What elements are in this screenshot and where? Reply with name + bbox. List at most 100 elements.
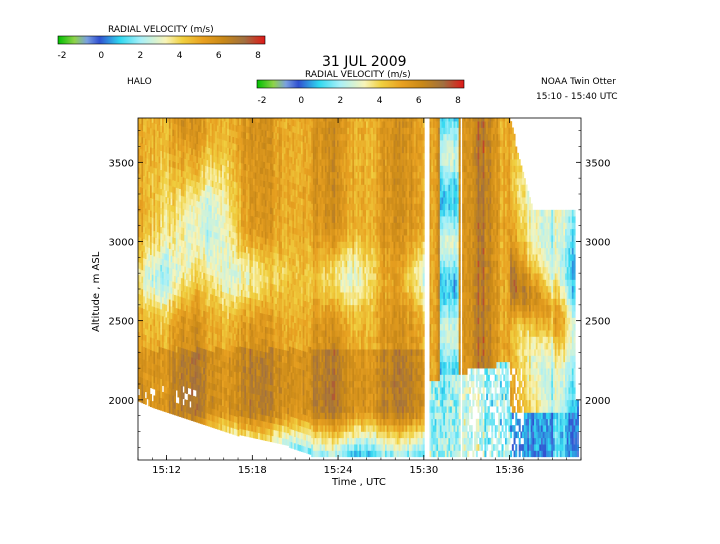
heatmap-cell bbox=[307, 175, 310, 182]
heatmap-cell bbox=[186, 330, 189, 337]
heatmap-cell bbox=[215, 396, 218, 404]
heatmap-cell bbox=[306, 364, 309, 372]
heatmap-cell bbox=[268, 416, 271, 423]
heatmap-cell bbox=[163, 329, 166, 336]
heatmap-cell bbox=[213, 193, 216, 201]
heatmap-cell bbox=[194, 250, 197, 258]
heatmap-cell bbox=[174, 294, 177, 302]
heatmap-cell bbox=[306, 187, 309, 194]
heatmap-cell bbox=[213, 377, 216, 385]
heatmap-cell bbox=[239, 270, 242, 277]
heatmap-cell bbox=[216, 207, 219, 215]
heatmap-cell bbox=[203, 418, 206, 425]
heatmap-cell bbox=[189, 249, 192, 256]
heatmap-cell bbox=[237, 201, 240, 209]
heatmap-cell bbox=[254, 280, 257, 287]
heatmap-cell bbox=[247, 367, 250, 374]
heatmap-cell bbox=[261, 376, 264, 384]
heatmap-cell bbox=[287, 147, 290, 155]
heatmap-cell bbox=[220, 151, 223, 159]
heatmap-cell bbox=[160, 226, 163, 234]
heatmap-cell bbox=[174, 250, 177, 257]
heatmap-cell bbox=[304, 370, 307, 378]
heatmap-cell bbox=[165, 272, 168, 280]
heatmap-cell bbox=[160, 334, 163, 342]
heatmap-cell bbox=[237, 246, 240, 253]
heatmap-cell bbox=[153, 135, 156, 143]
heatmap-cell bbox=[201, 189, 204, 197]
heatmap-cell bbox=[165, 310, 168, 318]
heatmap-cell bbox=[191, 243, 194, 250]
heatmap-cell bbox=[208, 344, 211, 351]
heatmap-cell bbox=[215, 333, 218, 341]
heatmap-cell bbox=[165, 133, 168, 141]
heatmap-cell bbox=[196, 295, 199, 303]
heatmap-cell bbox=[240, 403, 243, 411]
heatmap-cell bbox=[172, 205, 175, 213]
heatmap-cell bbox=[186, 285, 189, 293]
heatmap-cell bbox=[288, 162, 291, 170]
heatmap-cell bbox=[270, 118, 273, 126]
heatmap-cell bbox=[290, 156, 293, 164]
heatmap-cell bbox=[203, 209, 206, 216]
heatmap-cell bbox=[283, 118, 286, 123]
heatmap-cell bbox=[234, 219, 237, 227]
heatmap-cell bbox=[177, 143, 180, 151]
heatmap-cell bbox=[192, 180, 195, 188]
heatmap-cell bbox=[143, 220, 146, 227]
heatmap-cell bbox=[204, 298, 207, 306]
heatmap-cell bbox=[306, 370, 309, 378]
heatmap-cell bbox=[213, 162, 216, 169]
heatmap-cell bbox=[184, 386, 187, 394]
heatmap-cell bbox=[153, 306, 156, 314]
heatmap-cell bbox=[252, 209, 255, 217]
heatmap-cell bbox=[162, 322, 165, 329]
heatmap-cell bbox=[309, 353, 312, 360]
heatmap-cell bbox=[174, 205, 177, 213]
heatmap-cell bbox=[175, 276, 178, 283]
heatmap-cell bbox=[283, 216, 286, 224]
heatmap-cell bbox=[237, 398, 240, 405]
heatmap-cell bbox=[295, 418, 298, 425]
heatmap-cell bbox=[151, 274, 154, 282]
heatmap-cell bbox=[220, 227, 223, 235]
heatmap-cell bbox=[172, 275, 175, 282]
heatmap-cell bbox=[174, 231, 177, 238]
heatmap-cell bbox=[288, 434, 291, 442]
heatmap-cell bbox=[254, 318, 257, 325]
heatmap-cell bbox=[297, 127, 300, 135]
heatmap-cell bbox=[271, 385, 274, 392]
heatmap-cell bbox=[146, 145, 149, 153]
heatmap-cell bbox=[235, 340, 238, 348]
heatmap-cell bbox=[182, 170, 185, 178]
heatmap-cell bbox=[189, 280, 192, 288]
heatmap-cell bbox=[228, 173, 231, 181]
heatmap-cell bbox=[210, 167, 213, 174]
heatmap-cell bbox=[170, 230, 173, 237]
heatmap-cell bbox=[194, 238, 197, 245]
heatmap-cell bbox=[144, 265, 147, 272]
heatmap-cell bbox=[172, 211, 175, 219]
heatmap-cell bbox=[300, 217, 303, 224]
heatmap-cell bbox=[180, 379, 183, 386]
heatmap-cell bbox=[264, 408, 267, 416]
heatmap-cell bbox=[259, 173, 262, 181]
heatmap-cell bbox=[155, 130, 158, 137]
heatmap-cell bbox=[249, 259, 252, 267]
heatmap-cell bbox=[141, 206, 144, 214]
heatmap-cell bbox=[215, 346, 218, 353]
heatmap-cell bbox=[163, 183, 166, 191]
heatmap-cell bbox=[182, 208, 185, 216]
heatmap-cell bbox=[228, 414, 231, 421]
heatmap-cell bbox=[210, 331, 213, 339]
heatmap-cell bbox=[143, 232, 146, 240]
heatmap-cell bbox=[271, 188, 274, 196]
heatmap-cell bbox=[210, 243, 213, 250]
heatmap-cell bbox=[252, 273, 255, 280]
heatmap-cell bbox=[302, 230, 305, 238]
heatmap-cell bbox=[299, 121, 302, 129]
heatmap-cell bbox=[266, 162, 269, 169]
heatmap-cell bbox=[182, 234, 185, 241]
heatmap-cell bbox=[302, 325, 305, 333]
heatmap-cell bbox=[143, 201, 146, 208]
